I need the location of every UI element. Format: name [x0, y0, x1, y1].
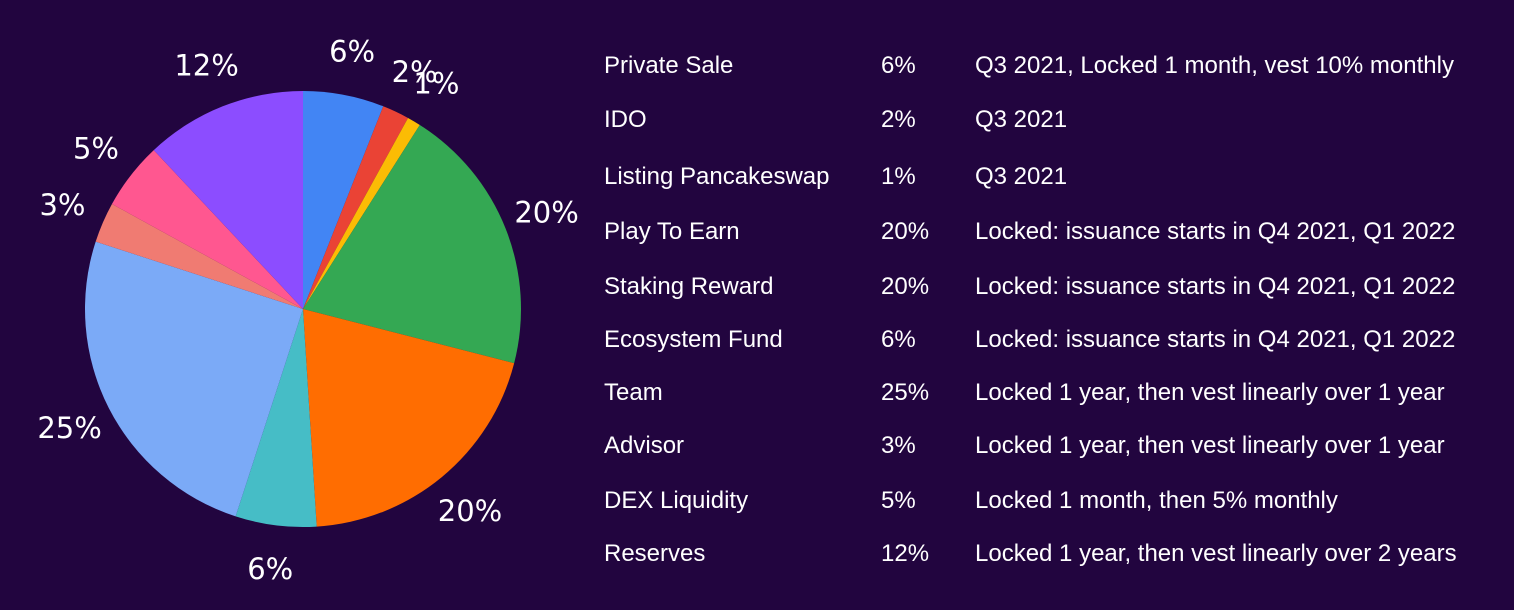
allocation-schedule: Locked: issuance starts in Q4 2021, Q1 2…	[975, 326, 1456, 353]
table-row: DEX Liquidity 5% Locked 1 month, then 5%…	[0, 484, 1514, 518]
pie-chart: 6% 2%1% 20% 20% 6% 25% 3% 5% 12%	[37, 35, 578, 586]
allocation-schedule: Q3 2021, Locked 1 month, vest 10% monthl…	[975, 52, 1454, 79]
pie-slice	[111, 150, 303, 309]
allocation-percent: 5%	[881, 487, 916, 514]
allocation-percent: 6%	[881, 52, 916, 79]
pie-labels: 6% 2%1% 20% 20% 6% 25% 3% 5% 12%	[37, 35, 578, 586]
allocation-schedule: Locked 1 year, then vest linearly over 2…	[975, 540, 1457, 567]
pie-slice	[153, 91, 303, 309]
pie-slice	[95, 203, 303, 309]
pie-slice	[303, 309, 515, 527]
table-row: Staking Reward 20% Locked: issuance star…	[0, 270, 1514, 304]
table-row: Reserves 12% Locked 1 year, then vest li…	[0, 537, 1514, 571]
slice-label: 20%	[438, 494, 502, 528]
allocation-percent: 20%	[881, 273, 930, 300]
table-row: Listing Pancakeswap 1% Q3 2021	[0, 160, 1514, 194]
pie-slice	[303, 124, 521, 364]
allocation-schedule: Locked 1 year, then vest linearly over 1…	[975, 432, 1445, 459]
slice-label: 6%	[247, 552, 293, 586]
allocation-percent: 1%	[881, 163, 916, 190]
allocation-schedule: Q3 2021	[975, 106, 1068, 133]
allocation-name: Staking Reward	[604, 273, 774, 300]
allocation-name: Play To Earn	[604, 218, 740, 245]
slice-label: 2%	[392, 55, 438, 89]
allocation-schedule: Locked: issuance starts in Q4 2021, Q1 2…	[975, 273, 1456, 300]
table-row: Play To Earn 20% Locked: issuance starts…	[0, 215, 1514, 249]
pie-slice	[303, 106, 409, 309]
allocation-percent: 12%	[881, 540, 930, 567]
table-row: Ecosystem Fund 6% Locked: issuance start…	[0, 323, 1514, 357]
allocation-percent: 20%	[881, 218, 930, 245]
allocation-name: DEX Liquidity	[604, 487, 749, 514]
pie-slice	[303, 117, 420, 309]
allocation-name: Team	[604, 379, 663, 406]
allocation-percent: 6%	[881, 326, 916, 353]
pie-slice	[84, 241, 304, 517]
allocation-schedule: Locked 1 month, then 5% monthly	[975, 487, 1338, 514]
slice-label: 20%	[514, 196, 578, 230]
slice-label: 6%	[329, 35, 375, 69]
slice-label: 1%	[413, 67, 459, 101]
table-row: Team 25% Locked 1 year, then vest linear…	[0, 376, 1514, 410]
pie-slices	[84, 91, 521, 528]
allocation-percent: 25%	[881, 379, 930, 406]
allocation-name: Advisor	[604, 432, 685, 459]
table-row: IDO 2% Q3 2021	[0, 103, 1514, 137]
slice-label: 5%	[73, 131, 119, 165]
table-row: Advisor 3% Locked 1 year, then vest line…	[0, 429, 1514, 463]
table-row: Private Sale 6% Q3 2021, Locked 1 month,…	[0, 49, 1514, 83]
pie-slice	[303, 91, 384, 309]
allocation-name: IDO	[604, 106, 647, 133]
allocation-schedule: Q3 2021	[975, 163, 1068, 190]
allocation-schedule: Locked: issuance starts in Q4 2021, Q1 2…	[975, 218, 1456, 245]
allocation-name: Listing Pancakeswap	[604, 163, 830, 190]
allocation-percent: 2%	[881, 106, 916, 133]
pie-slice	[235, 309, 317, 528]
allocation-name: Reserves	[604, 540, 706, 567]
allocation-schedule: Locked 1 year, then vest linearly over 1…	[975, 379, 1445, 406]
slice-label: 3%	[39, 188, 85, 222]
allocation-percent: 3%	[881, 432, 916, 459]
slice-label: 12%	[174, 48, 238, 82]
allocation-name: Ecosystem Fund	[604, 326, 783, 353]
slice-label: 25%	[37, 411, 101, 445]
allocation-name: Private Sale	[604, 52, 734, 79]
